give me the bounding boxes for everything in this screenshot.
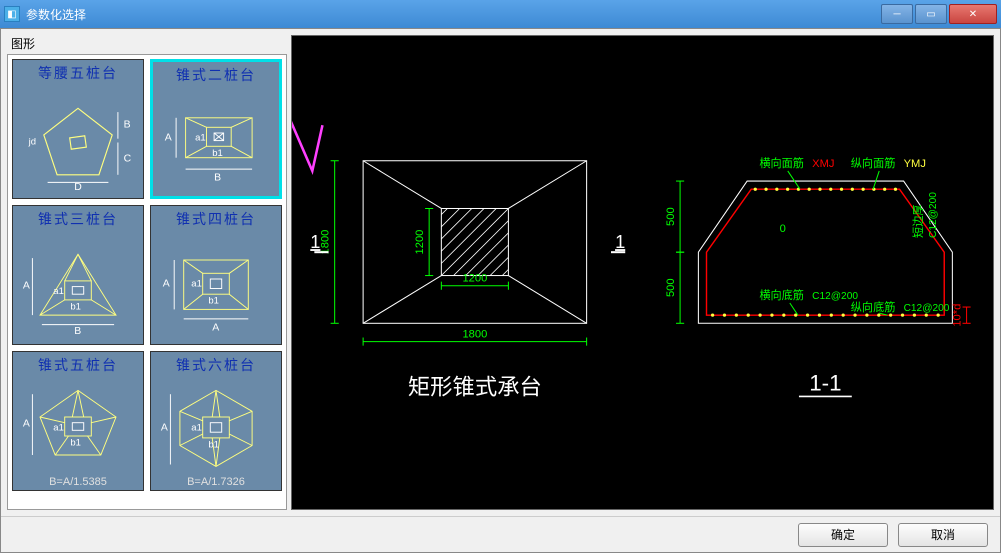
svg-text:b1: b1 — [208, 295, 219, 306]
thumb-t5[interactable]: 锥式六桩台 a1 b1 AB=A/1.7326 — [150, 351, 282, 491]
svg-text:a1: a1 — [53, 422, 64, 433]
thumb-shape: a1 b1 A B — [13, 232, 143, 344]
svg-text:b1: b1 — [212, 147, 223, 158]
svg-text:10*d: 10*d — [951, 304, 963, 327]
svg-text:0: 0 — [780, 223, 786, 235]
thumb-t1[interactable]: 锥式二桩台 a1 b1 A B — [150, 59, 282, 199]
thumbs-grid: 等腰五桩台 B C D jd锥式二桩台 a1 b1 A B锥式三桩台 a1 b1… — [12, 59, 282, 491]
svg-text:1: 1 — [310, 231, 320, 252]
cancel-button[interactable]: 取消 — [898, 523, 988, 547]
thumb-t4[interactable]: 锥式五桩台 a1 b1 AB=A/1.5385 — [12, 351, 144, 491]
thumb-shape: a1 b1 A B — [153, 88, 279, 196]
svg-text:A: A — [163, 278, 170, 289]
maximize-button[interactable]: ▭ — [915, 4, 947, 24]
thumb-t3[interactable]: 锥式四桩台 a1 b1 A A — [150, 205, 282, 345]
svg-text:b1: b1 — [70, 437, 81, 448]
svg-text:B: B — [74, 326, 81, 336]
thumb-shape: B C D jd — [13, 86, 143, 198]
svg-text:1: 1 — [615, 231, 625, 252]
thumb-title: 锥式六桩台 — [151, 352, 281, 378]
svg-text:a1: a1 — [195, 132, 206, 143]
thumb-title: 锥式五桩台 — [13, 352, 143, 378]
svg-text:短边厚: 短边厚 — [911, 204, 925, 237]
ok-button[interactable]: 确定 — [798, 523, 888, 547]
app-icon: ◧ — [4, 6, 20, 22]
thumb-title: 锥式三桩台 — [13, 206, 143, 232]
svg-text:A: A — [23, 280, 30, 291]
main-area: 图形 等腰五桩台 B C D jd锥式二桩台 a1 b1 A B锥式三桩台 a1… — [1, 29, 1000, 516]
content-area: 图形 等腰五桩台 B C D jd锥式二桩台 a1 b1 A B锥式三桩台 a1… — [0, 28, 1001, 553]
svg-text:a1: a1 — [191, 278, 202, 289]
svg-text:b1: b1 — [70, 301, 81, 312]
svg-text:D: D — [74, 182, 82, 190]
svg-text:b1: b1 — [208, 439, 219, 450]
svg-text:B: B — [214, 172, 221, 183]
minimize-button[interactable]: ─ — [881, 4, 913, 24]
svg-text:横向面筋: 横向面筋 — [759, 156, 804, 170]
preview-svg: 1800 1800 1200 1200 1 1 矩形锥式承台 500 500 10*d 横向面筋 XM… — [292, 36, 993, 509]
thumb-shape: a1 b1 A A — [151, 232, 281, 344]
svg-text:A: A — [165, 132, 172, 143]
svg-text:C12@200: C12@200 — [904, 303, 950, 314]
svg-text:A: A — [161, 422, 168, 433]
thumbs-scroll[interactable]: 等腰五桩台 B C D jd锥式二桩台 a1 b1 A B锥式三桩台 a1 b1… — [7, 54, 287, 510]
svg-text:A: A — [23, 418, 30, 429]
svg-text:1200: 1200 — [414, 230, 426, 255]
thumb-shape: a1 b1 A — [13, 378, 143, 474]
svg-text:XMJ: XMJ — [812, 158, 834, 170]
thumb-shape: a1 b1 A — [151, 378, 281, 474]
thumb-footer: B=A/1.5385 — [13, 474, 143, 490]
left-panel: 图形 等腰五桩台 B C D jd锥式二桩台 a1 b1 A B锥式三桩台 a1… — [7, 35, 287, 510]
thumb-title: 锥式二桩台 — [153, 62, 279, 88]
svg-text:C12@200: C12@200 — [928, 192, 939, 238]
svg-text:1200: 1200 — [462, 273, 487, 285]
thumb-title: 等腰五桩台 — [13, 60, 143, 86]
svg-text:a1: a1 — [53, 286, 64, 297]
thumb-t2[interactable]: 锥式三桩台 a1 b1 A B — [12, 205, 144, 345]
svg-text:1800: 1800 — [462, 329, 487, 341]
svg-text:500: 500 — [665, 278, 677, 297]
svg-text:A: A — [212, 322, 219, 333]
svg-text:纵向面筋: 纵向面筋 — [851, 156, 896, 170]
button-row: 确定 取消 — [1, 516, 1000, 552]
thumb-title: 锥式四桩台 — [151, 206, 281, 232]
svg-text:C12@200: C12@200 — [812, 291, 858, 302]
svg-text:C: C — [124, 153, 132, 164]
window-buttons: ─ ▭ ✕ — [879, 4, 997, 24]
svg-text:B: B — [124, 119, 131, 130]
svg-text:1800: 1800 — [320, 230, 332, 255]
thumb-footer: B=A/1.7326 — [151, 474, 281, 490]
svg-text:a1: a1 — [191, 422, 202, 433]
window-title: 参数化选择 — [26, 6, 879, 23]
svg-text:500: 500 — [665, 207, 677, 226]
svg-text:YMJ: YMJ — [904, 158, 926, 170]
titlebar: ◧ 参数化选择 ─ ▭ ✕ — [0, 0, 1001, 28]
thumb-t0[interactable]: 等腰五桩台 B C D jd — [12, 59, 144, 199]
svg-text:纵向底筋: 纵向底筋 — [851, 300, 896, 314]
dialog-window: ◧ 参数化选择 ─ ▭ ✕ 图形 等腰五桩台 B C D jd锥式二桩台 a1 … — [0, 0, 1001, 553]
svg-text:1-1: 1-1 — [809, 370, 841, 395]
thumbs-label: 图形 — [7, 35, 287, 52]
svg-text:jd: jd — [28, 136, 36, 147]
close-button[interactable]: ✕ — [949, 4, 997, 24]
svg-text:矩形锥式承台: 矩形锥式承台 — [408, 374, 542, 399]
svg-text:横向底筋: 横向底筋 — [759, 288, 804, 302]
preview-canvas: 1800 1800 1200 1200 1 1 矩形锥式承台 500 500 10*d 横向面筋 XM… — [291, 35, 994, 510]
